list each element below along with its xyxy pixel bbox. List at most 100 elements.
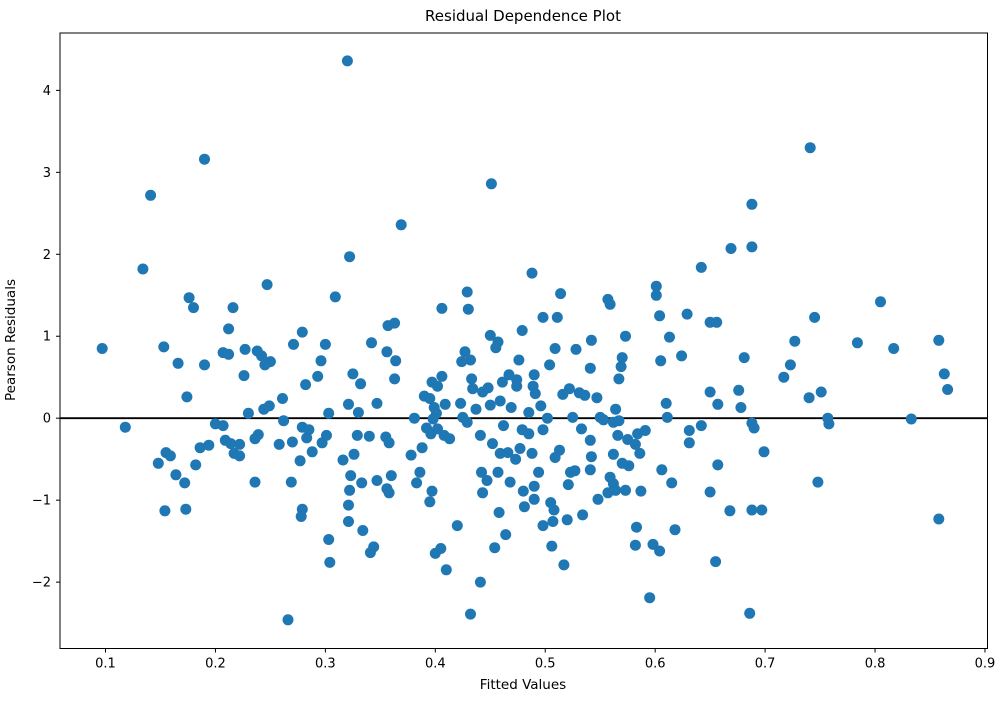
data-point — [425, 428, 437, 440]
data-point — [748, 422, 760, 434]
data-point — [746, 198, 758, 210]
data-point — [337, 454, 349, 466]
data-point — [343, 516, 354, 527]
data-point — [462, 303, 474, 315]
data-point — [938, 368, 950, 380]
data-point — [482, 382, 494, 394]
data-point — [616, 352, 628, 364]
data-point — [344, 251, 356, 263]
data-point — [569, 465, 581, 477]
data-point — [306, 446, 318, 458]
data-point — [585, 451, 597, 463]
data-point — [355, 378, 367, 390]
data-point — [526, 267, 538, 279]
data-point — [809, 311, 821, 323]
data-point — [170, 469, 182, 481]
data-point — [300, 379, 312, 391]
data-point — [256, 350, 268, 362]
data-point — [695, 420, 707, 432]
data-point — [96, 343, 108, 354]
data-point — [389, 317, 401, 329]
data-point — [383, 487, 395, 499]
data-point — [389, 373, 401, 385]
data-point — [815, 386, 827, 398]
data-point — [523, 407, 535, 418]
data-point — [234, 438, 246, 450]
data-point — [371, 397, 383, 409]
data-point — [576, 423, 587, 435]
data-point — [592, 493, 604, 505]
data-point — [502, 447, 514, 459]
data-point — [285, 476, 297, 488]
data-point — [778, 371, 790, 383]
y-tick-label: 2 — [43, 248, 51, 263]
data-point — [812, 476, 824, 488]
data-point — [363, 430, 375, 442]
data-point — [432, 380, 443, 392]
data-point — [615, 361, 627, 373]
y-tick-label: −1 — [32, 494, 51, 509]
data-point — [710, 556, 722, 568]
data-point — [137, 263, 149, 275]
data-point — [613, 415, 625, 427]
x-tick-label: 0.2 — [205, 657, 226, 672]
data-point — [158, 341, 170, 353]
data-point — [561, 514, 573, 526]
data-point — [223, 348, 235, 360]
data-point — [933, 513, 945, 525]
data-point — [607, 448, 619, 460]
data-point — [180, 503, 192, 515]
data-point — [492, 466, 504, 478]
data-point — [516, 325, 528, 336]
data-point — [505, 402, 517, 413]
x-tick-label: 0.1 — [95, 657, 116, 672]
data-point — [584, 464, 596, 476]
data-point — [485, 178, 497, 190]
data-point — [634, 447, 646, 459]
data-point — [383, 437, 395, 449]
data-point — [424, 496, 436, 508]
data-point — [683, 425, 695, 436]
data-point — [343, 499, 354, 511]
y-tick-label: −2 — [32, 576, 51, 591]
data-point — [347, 368, 359, 380]
data-point — [504, 476, 516, 488]
data-point — [465, 608, 476, 620]
data-point — [405, 449, 417, 461]
data-point — [591, 392, 603, 404]
data-point — [273, 438, 285, 450]
data-point — [199, 153, 210, 165]
data-point — [119, 421, 131, 433]
data-point — [476, 466, 487, 478]
data-point — [345, 470, 357, 482]
data-point — [567, 411, 579, 423]
data-point — [500, 529, 512, 541]
x-tick-label: 0.5 — [535, 657, 556, 672]
data-point — [541, 412, 553, 424]
data-point — [357, 525, 369, 536]
data-point — [172, 357, 184, 369]
data-point — [234, 450, 246, 462]
data-point — [190, 459, 202, 471]
data-point — [650, 289, 662, 301]
data-point — [411, 477, 423, 489]
data-point — [494, 395, 506, 407]
data-point — [528, 480, 540, 492]
data-point — [366, 337, 377, 349]
data-point — [664, 331, 675, 343]
data-point — [554, 444, 565, 456]
data-point — [225, 438, 237, 450]
data-point — [286, 436, 298, 448]
data-point — [238, 370, 250, 382]
data-point — [459, 346, 471, 358]
data-point — [623, 460, 635, 472]
data-point — [474, 576, 486, 588]
x-tick-label: 0.3 — [315, 657, 336, 672]
data-point — [356, 477, 368, 489]
data-point — [905, 413, 917, 425]
data-point — [529, 388, 541, 400]
data-point — [613, 373, 625, 385]
data-point — [164, 450, 176, 462]
data-point — [683, 437, 695, 449]
